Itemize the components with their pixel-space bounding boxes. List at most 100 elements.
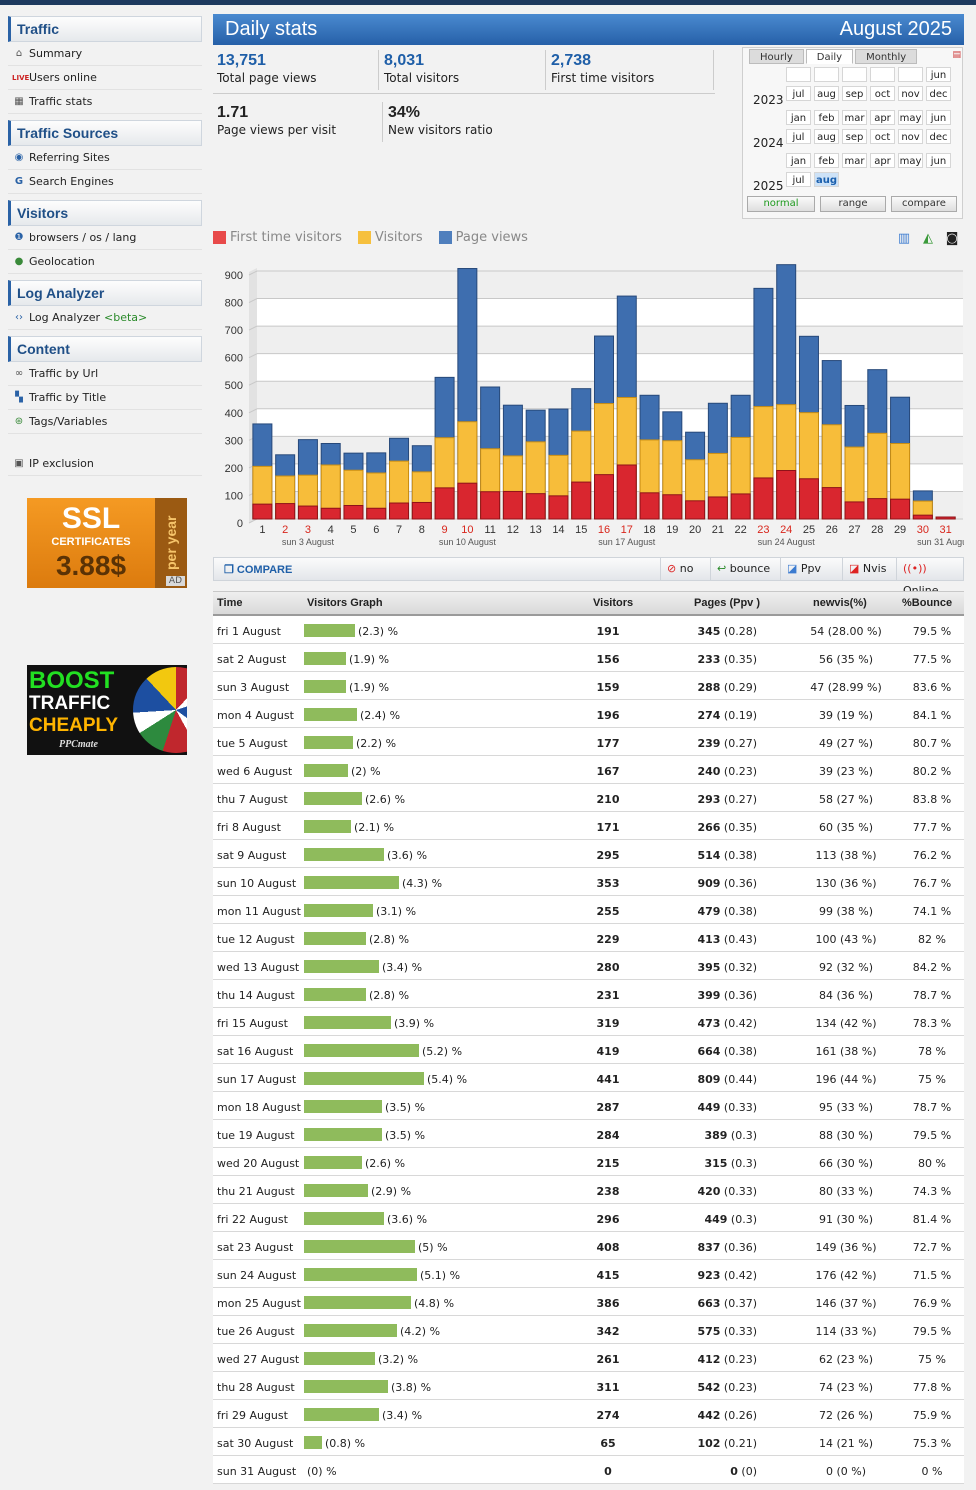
table-row[interactable]: fri 1 August (2.3) % 191 345 (0.28) 54 (28.0… [213,616,964,644]
column-header-visitors-graph[interactable]: Visitors Graph [307,597,383,609]
month-cell-mar[interactable]: mar [842,153,867,168]
camera-icon[interactable]: ◙ [945,231,959,246]
sidebar-item-traffic-by-url[interactable]: ∞ Traffic by Url [8,362,202,386]
sidebar-item-tags-variables[interactable]: ⊛ Tags/Variables [8,410,202,434]
table-row[interactable]: tue 26 August (4.2) % 342 575 (0.33) 114 (33… [213,1316,964,1344]
table-row[interactable]: wed 13 August (3.4) % 280 395 (0.32) 92 (32 … [213,952,964,980]
column-header-time[interactable]: Time [217,597,243,609]
compare-button[interactable]: compare [891,196,957,212]
sidebar-item-traffic-stats[interactable]: ▦ Traffic stats [8,90,202,114]
month-cell-jul[interactable]: jul [786,172,811,187]
table-row[interactable]: sun 3 August (1.9) % 159 288 (0.29) 47 (28.9… [213,672,964,700]
table-row[interactable]: fri 22 August (3.6) % 296 449 (0.3) 91 (30 %… [213,1204,964,1232]
month-cell-aug[interactable]: aug [814,129,839,144]
ssl-ad-banner[interactable]: SSL CERTIFICATES 3.88$ per year AD [27,498,187,588]
tab-monthly[interactable]: Monthly [855,49,918,64]
calendar-icon[interactable]: ▤ [952,50,961,60]
table-row[interactable]: wed 6 August (2) % 167 240 (0.23) 39 (23 %) 8… [213,756,964,784]
table-row[interactable]: mon 18 August (3.5) % 287 449 (0.33) 95 (33 … [213,1092,964,1120]
table-row[interactable]: sun 17 August (5.4) % 441 809 (0.44) 196 (44… [213,1064,964,1092]
month-cell-oct[interactable]: oct [870,86,895,101]
table-row[interactable]: thu 28 August (3.8) % 311 542 (0.23) 74 (23 … [213,1372,964,1400]
sidebar-item-summary[interactable]: ⌂ Summary [8,42,202,66]
table-row[interactable]: sun 31 August (0) % 0 0 (0) 0 (0 %) 0 % [213,1456,964,1484]
area-chart-icon[interactable]: ◭ [923,231,933,246]
table-row[interactable]: sat 30 August (0.8) % 65 102 (0.21) 14 (21 %… [213,1428,964,1456]
legend-page-views[interactable]: Page views [438,230,528,245]
sidebar-item-label: Tags/Variables [29,414,108,428]
month-cell-mar[interactable]: mar [842,110,867,125]
month-cell-jun[interactable]: jun [926,153,951,168]
option-nvis[interactable]: ◪ Nvis [842,558,896,580]
table-row[interactable]: tue 12 August (2.8) % 229 413 (0.43) 100 (43… [213,924,964,952]
sidebar-item-browsers[interactable]: ❶ browsers / os / lang [8,226,202,250]
month-cell-nov[interactable]: nov [898,86,923,101]
table-row[interactable]: thu 14 August (2.8) % 231 399 (0.36) 84 (36 … [213,980,964,1008]
table-row[interactable]: sat 9 August (3.6) % 295 514 (0.38) 113 (38 … [213,840,964,868]
month-cell-nov[interactable]: nov [898,129,923,144]
month-cell-sep[interactable]: sep [842,86,867,101]
month-cell-jun[interactable]: jun [926,110,951,125]
month-cell-may[interactable]: may [898,110,923,125]
month-cell-jul[interactable]: jul [786,86,811,101]
sidebar-item-geolocation[interactable]: ● Geolocation [8,250,202,274]
month-cell-aug[interactable]: aug [814,172,839,187]
boost-traffic-ad-banner[interactable]: BOOST TRAFFIC CHEAPLY PPCmate [27,665,187,755]
month-cell-oct[interactable]: oct [870,129,895,144]
column-header-bounce[interactable]: %Bounce [902,597,953,609]
table-row[interactable]: mon 25 August (4.8) % 386 663 (0.37) 146 (37… [213,1288,964,1316]
month-cell-apr[interactable]: apr [870,153,895,168]
table-row[interactable]: thu 21 August (2.9) % 238 420 (0.33) 80 (33 … [213,1176,964,1204]
month-cell-feb[interactable]: feb [814,110,839,125]
sidebar-item-log-analyzer[interactable]: ‹› Log Analyzer <beta> [8,306,202,330]
column-header-pages[interactable]: Pages (Ppv ) [694,597,761,609]
tab-hourly[interactable]: Hourly [749,49,804,64]
option-ppv[interactable]: ◪ Ppv [780,558,842,580]
month-cell-jul[interactable]: jul [786,129,811,144]
month-cell-jan[interactable]: jan [786,153,811,168]
visitors-percent: (5.4) % [427,1073,468,1086]
table-row[interactable]: fri 15 August (3.9) % 319 473 (0.42) 134 (42… [213,1008,964,1036]
table-row[interactable]: sun 24 August (5.1) % 415 923 (0.42) 176 (42… [213,1260,964,1288]
table-row[interactable]: mon 11 August (3.1) % 255 479 (0.38) 99 (38 … [213,896,964,924]
table-row[interactable]: wed 27 August (3.2) % 261 412 (0.23) 62 (23 … [213,1344,964,1372]
table-row[interactable]: tue 5 August (2.2) % 177 239 (0.27) 49 (27 %… [213,728,964,756]
month-cell-aug[interactable]: aug [814,86,839,101]
sidebar-item-traffic-by-title[interactable]: ▚ Traffic by Title [8,386,202,410]
compare-toggle[interactable]: ❐ COMPARE [224,563,292,576]
month-cell-dec[interactable]: dec [926,129,951,144]
month-cell-jan[interactable]: jan [786,110,811,125]
column-header-visitors[interactable]: Visitors [593,597,634,609]
sidebar-item-ip-exclusion[interactable]: ▣ IP exclusion [8,452,202,476]
bar-chart-icon[interactable]: ▥ [897,231,911,246]
table-row[interactable]: wed 20 August (2.6) % 215 315 (0.3) 66 (30 %… [213,1148,964,1176]
table-row[interactable]: sat 16 August (5.2) % 419 664 (0.38) 161 (38… [213,1036,964,1064]
month-cell-sep[interactable]: sep [842,129,867,144]
month-cell-feb[interactable]: feb [814,153,839,168]
sidebar-item-users-online[interactable]: LIVE Users online [8,66,202,90]
legend-visitors[interactable]: Visitors [357,230,423,245]
month-cell-dec[interactable]: dec [926,86,951,101]
table-row[interactable]: sat 2 August (1.9) % 156 233 (0.35) 56 (35 %… [213,644,964,672]
legend-first-time-visitors[interactable]: First time visitors [213,230,342,245]
option-bounce[interactable]: ↩ bounce [710,558,774,580]
table-row[interactable]: fri 29 August (3.4) % 274 442 (0.26) 72 (26 … [213,1400,964,1428]
sidebar-item-search-engines[interactable]: G Search Engines [8,170,202,194]
normal-button[interactable]: normal [747,196,815,212]
table-row[interactable]: fri 8 August (2.1) % 171 266 (0.35) 60 (35 %… [213,812,964,840]
row-pages: 233 (0.35) [653,653,757,666]
table-row[interactable]: tue 19 August (3.5) % 284 389 (0.3) 88 (30 %… [213,1120,964,1148]
sidebar-item-referring-sites[interactable]: ◉ Referring Sites [8,146,202,170]
option-no[interactable]: ⊘ no [660,558,710,580]
month-cell-jun[interactable]: jun [926,67,951,82]
tab-daily[interactable]: Daily [805,49,854,64]
table-row[interactable]: sat 23 August (5) % 408 837 (0.36) 149 (36 %… [213,1232,964,1260]
table-row[interactable]: thu 7 August (2.6) % 210 293 (0.27) 58 (27 %… [213,784,964,812]
column-header-newvis[interactable]: newvis(%) [813,597,867,609]
month-cell-may[interactable]: may [898,153,923,168]
range-button[interactable]: range [820,196,886,212]
month-cell-apr[interactable]: apr [870,110,895,125]
option-online[interactable]: ((•)) Online [896,558,964,597]
table-row[interactable]: mon 4 August (2.4) % 196 274 (0.19) 39 (19 %… [213,700,964,728]
table-row[interactable]: sun 10 August (4.3) % 353 909 (0.36) 130 (36… [213,868,964,896]
